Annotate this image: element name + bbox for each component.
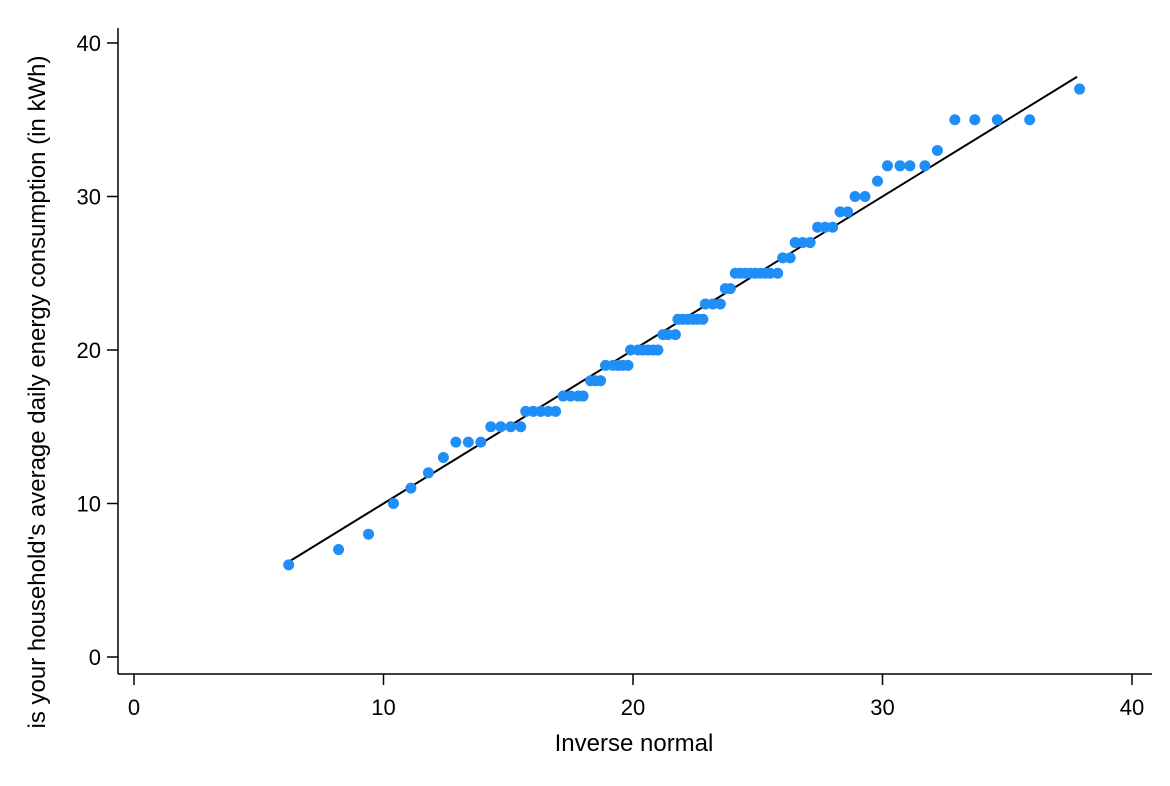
data-point bbox=[475, 436, 487, 448]
data-point bbox=[550, 405, 562, 417]
data-point bbox=[872, 175, 884, 187]
data-point bbox=[991, 114, 1003, 126]
x-axis-title: Inverse normal bbox=[555, 730, 714, 757]
x-tick-label: 10 bbox=[371, 695, 395, 720]
data-point bbox=[919, 160, 931, 172]
data-point bbox=[363, 528, 375, 540]
x-tick-label: 20 bbox=[621, 695, 645, 720]
data-point bbox=[437, 451, 449, 463]
data-point bbox=[714, 298, 726, 310]
data-point bbox=[485, 421, 497, 433]
axes: 0 10 20 30 40 0 10 20 30 40 bbox=[77, 28, 1152, 720]
data-point bbox=[1024, 114, 1036, 126]
y-axis-title: is your household's average daily energy… bbox=[24, 56, 51, 729]
data-point bbox=[894, 160, 906, 172]
data-point bbox=[969, 114, 981, 126]
data-point bbox=[784, 252, 796, 264]
data-point bbox=[462, 436, 474, 448]
x-tick-label: 0 bbox=[128, 695, 140, 720]
data-point bbox=[804, 237, 816, 249]
data-point bbox=[904, 160, 916, 172]
data-point bbox=[652, 344, 664, 356]
data-point bbox=[333, 544, 345, 556]
data-point bbox=[772, 267, 784, 279]
y-tick-label: 0 bbox=[89, 645, 101, 670]
data-point bbox=[283, 559, 295, 571]
y-tick-label: 40 bbox=[77, 31, 101, 56]
data-point bbox=[1074, 83, 1086, 95]
y-tick-label: 10 bbox=[77, 492, 101, 517]
data-point bbox=[405, 482, 417, 494]
data-point bbox=[450, 436, 462, 448]
data-point bbox=[577, 390, 589, 402]
plot-area bbox=[283, 75, 1086, 571]
data-point bbox=[387, 498, 399, 509]
x-tick-label: 30 bbox=[870, 695, 894, 720]
data-point bbox=[505, 421, 517, 433]
data-point bbox=[697, 313, 709, 325]
data-point bbox=[827, 221, 839, 233]
x-tick-label: 40 bbox=[1120, 695, 1144, 720]
y-tick-label: 20 bbox=[77, 338, 101, 363]
data-point bbox=[931, 144, 943, 156]
data-point bbox=[595, 375, 607, 387]
data-point bbox=[422, 467, 434, 479]
y-tick-label: 30 bbox=[77, 185, 101, 210]
data-point bbox=[515, 421, 527, 433]
data-point bbox=[881, 160, 893, 172]
data-point bbox=[859, 191, 871, 202]
data-point bbox=[669, 329, 681, 341]
data-point bbox=[949, 114, 961, 126]
data-point bbox=[495, 421, 507, 433]
data-point bbox=[842, 206, 854, 218]
data-point bbox=[849, 191, 861, 202]
data-point bbox=[622, 359, 634, 371]
data-point bbox=[724, 283, 736, 295]
